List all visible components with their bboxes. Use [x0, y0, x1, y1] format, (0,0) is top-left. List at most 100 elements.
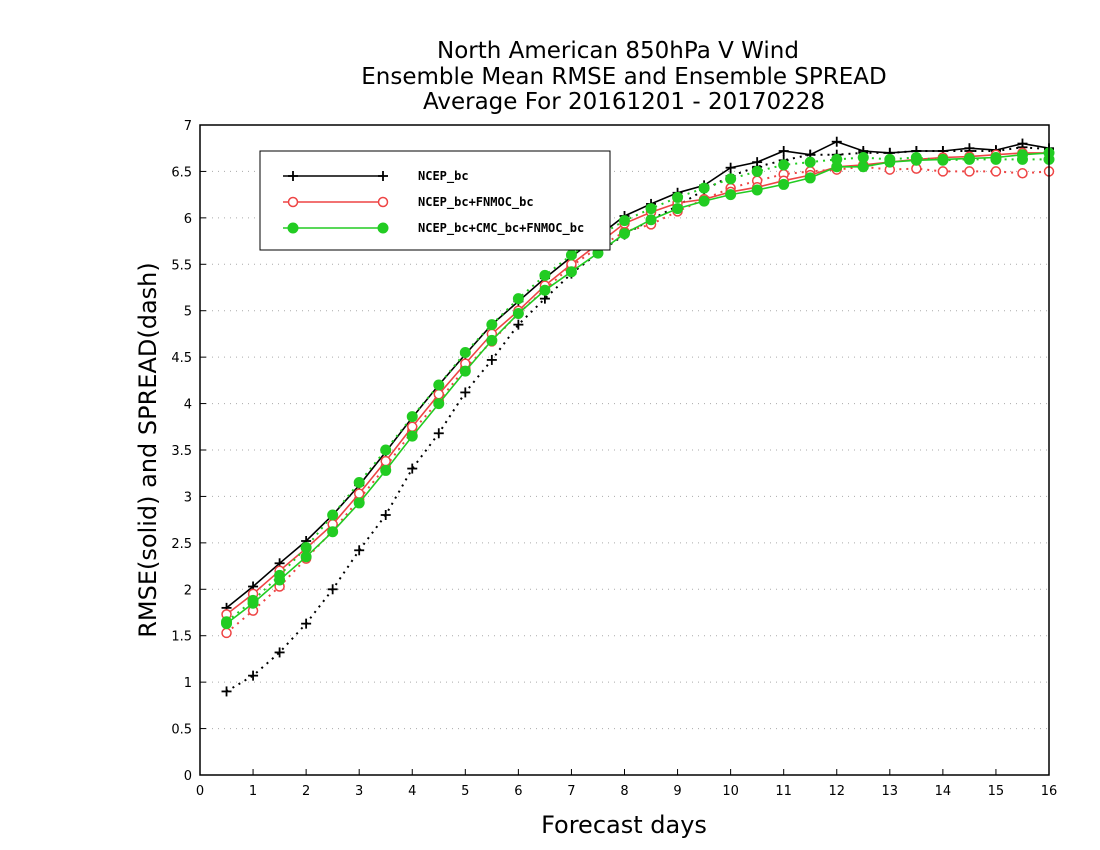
legend: NCEP_bc NCEP_bc+FNMOC_bc NCEP_bc+CMC_bc+FN… — [259, 150, 611, 251]
y-axis: 0 0.5 1 1.5 2 2.5 3 3.5 4 4.5 5 5.5 6 6.5 7 — [171, 119, 206, 784]
series-2-rmse-point-18 — [698, 195, 710, 207]
legend-box — [259, 150, 611, 251]
legend-label-1: NCEP_bc+FNMOC_bc — [418, 195, 534, 210]
x-tick-label-6: 6 — [514, 784, 522, 799]
legend-marker-0-b — [378, 171, 388, 181]
x-tick-label-15: 15 — [988, 784, 1005, 799]
y-axis-title: RMSE(solid) and SPREAD(dash) — [134, 262, 162, 638]
series-2-spread-point-22 — [804, 156, 816, 168]
chart-title-line-2: Ensemble Mean RMSE and Ensemble SPREAD — [361, 64, 886, 90]
x-tick-label-10: 10 — [722, 784, 739, 799]
series-2-rmse-point-16 — [645, 214, 657, 226]
legend-marker-0-a — [288, 171, 298, 181]
gridlines — [200, 170, 1049, 730]
series-2-rmse-point-19 — [725, 189, 737, 201]
x-tick-label-4: 4 — [408, 784, 416, 799]
series-0-spread-point-5 — [354, 545, 365, 556]
y-tick-label-11: 5.5 — [171, 258, 192, 273]
series-2-rmse-point-5 — [353, 497, 365, 509]
x-tick-label-7: 7 — [567, 784, 575, 799]
series-2-spread-point-17 — [672, 191, 684, 203]
legend-entry-2: NCEP_bc+CMC_bc+FNMOC_bc — [283, 221, 584, 236]
y-tick-label-12: 6 — [184, 212, 192, 227]
series-2-spread-point-6 — [380, 444, 392, 456]
y-tick-label-13: 6.5 — [171, 165, 192, 180]
series-2-rmse-point-1 — [247, 597, 259, 609]
series-1-spread-point-27 — [937, 166, 949, 177]
series-2-rmse-point-6 — [380, 464, 392, 476]
series-2-spread-point-16 — [645, 203, 657, 215]
series-2-rmse-point-17 — [672, 203, 684, 215]
series-0-spread-point-1 — [248, 670, 259, 681]
series-0-rmse-point-23 — [831, 136, 842, 147]
series-2-rmse-point-28 — [963, 152, 975, 164]
series-1-spread-line — [225, 165, 1050, 634]
series-2-spread-point-24 — [857, 152, 869, 163]
x-tick-label-16: 16 — [1041, 784, 1058, 799]
series-0-spread-point-4 — [327, 584, 338, 595]
x-tick-label-12: 12 — [828, 784, 845, 799]
y-tick-label-3: 1.5 — [171, 630, 192, 645]
y-tick-label-5: 2.5 — [171, 537, 192, 552]
series-0-spread-point-7 — [407, 463, 418, 474]
series-0-spread-point-2 — [274, 647, 285, 658]
series-2-rmse-point-21 — [778, 178, 790, 190]
x-tick-label-2: 2 — [302, 784, 310, 799]
series-2-spread-point-9 — [459, 347, 471, 358]
series-2-spread-point-11 — [512, 293, 524, 305]
series-2-rmse-point-15 — [619, 228, 630, 240]
y-tick-label-9: 4.5 — [171, 351, 192, 366]
series-2-rmse-point-0 — [221, 618, 233, 630]
series-2-rmse-point-29 — [990, 152, 1002, 163]
series-2-spread-point-21 — [778, 159, 790, 171]
series-2-spread-point-18 — [698, 182, 710, 194]
x-tick-label-14: 14 — [935, 784, 952, 799]
series-2-rmse-point-22 — [804, 172, 816, 184]
legend-entry-1: NCEP_bc+FNMOC_bc — [283, 195, 534, 210]
series-2-spread-point-12 — [539, 269, 551, 281]
y-tick-label-10: 5 — [184, 305, 192, 320]
series-1-spread-point-29 — [990, 166, 1002, 177]
series-2-spread-point-8 — [433, 379, 445, 391]
series-2-spread-point-3 — [300, 542, 312, 553]
y-tick-label-0: 0 — [184, 769, 192, 784]
y-tick-label-8: 4 — [184, 398, 192, 413]
series-2-spread-point-5 — [353, 477, 365, 488]
chart-title-line-3: Average For 20161201 - 20170228 — [423, 89, 825, 115]
series-1-rmse-point-5 — [353, 488, 365, 499]
series-2-rmse-point-12 — [539, 284, 551, 296]
y-tick-label-2: 1 — [184, 676, 192, 691]
series-2-rmse-point-7 — [406, 430, 418, 442]
x-tick-label-5: 5 — [461, 784, 469, 799]
series-2-rmse-point-8 — [433, 398, 445, 410]
series-0-spread-point-9 — [460, 387, 471, 398]
legend-marker-1-b — [377, 196, 389, 208]
series-2-rmse-point-26 — [910, 154, 922, 166]
series-1-rmse-point-8 — [433, 389, 445, 400]
series-1-spread-point-0 — [221, 627, 232, 639]
series-1-spread-point-30 — [1017, 168, 1028, 179]
legend-label-2: NCEP_bc+CMC_bc+FNMOC_bc — [418, 221, 584, 236]
series-2-rmse-point-2 — [274, 574, 286, 586]
y-tick-label-1: 0.5 — [171, 723, 192, 738]
series-1-spread-point-28 — [964, 166, 975, 177]
series-1-rmse-point-7 — [407, 421, 418, 433]
y-tick-label-14: 7 — [184, 119, 192, 134]
series-0-spread-point-11 — [513, 319, 524, 330]
series-0-spread-point-6 — [380, 510, 391, 520]
x-tick-label-3: 3 — [355, 784, 363, 799]
series-2-rmse-point-23 — [831, 161, 843, 173]
series-2-rmse — [221, 147, 1055, 630]
x-tick-label-1: 1 — [249, 784, 257, 799]
series-2-rmse-point-30 — [1016, 149, 1028, 161]
chart-title: North American 850hPa V Wind Ensemble Me… — [361, 38, 886, 115]
x-tick-label-0: 0 — [196, 784, 204, 799]
series-2-spread-point-20 — [751, 165, 763, 177]
series-2-spread-line — [225, 156, 1049, 623]
y-tick-label-6: 3 — [184, 490, 192, 505]
x-tick-label-9: 9 — [673, 784, 681, 799]
series-2-rmse-point-3 — [300, 551, 312, 563]
series-2-spread-point-10 — [486, 319, 498, 331]
series-2-rmse-point-11 — [512, 308, 524, 319]
